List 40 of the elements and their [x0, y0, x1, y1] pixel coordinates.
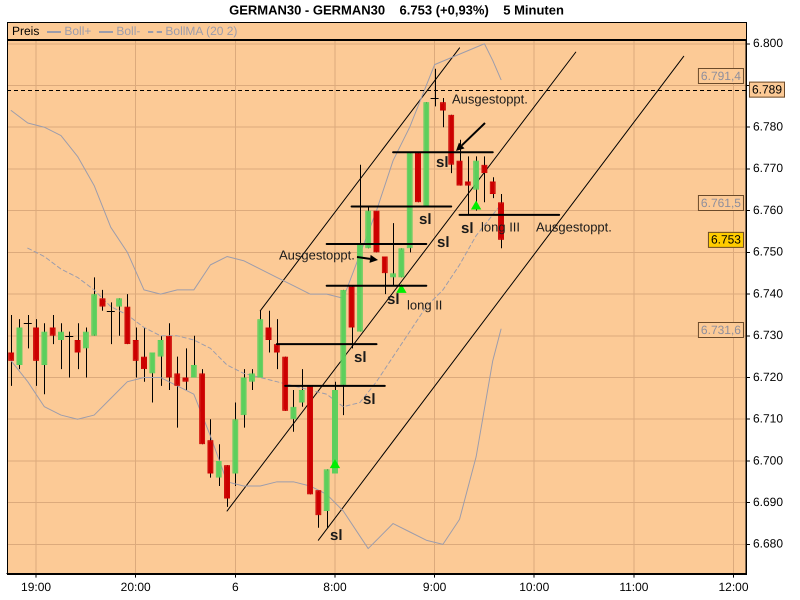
x-tick-label: 11:00: [619, 580, 649, 594]
annotation: sl: [461, 220, 474, 238]
annotation: sl: [436, 154, 449, 172]
text: Preis: [12, 24, 40, 38]
y-tick-label: 6.760: [752, 202, 784, 217]
x-tick-label: 20:00: [120, 580, 152, 594]
y-tick-label: 6.770: [752, 161, 784, 176]
x-tick-label: 9:00: [422, 580, 447, 594]
annotation: sl: [387, 291, 400, 308]
x-tick-label: 8:00: [323, 580, 347, 594]
y-tick-label: 6.740: [752, 286, 784, 300]
annotation: sl: [437, 234, 450, 252]
annotation: sl: [419, 211, 432, 228]
legend-label: Boll-: [116, 24, 140, 38]
annotation: 6.761,5: [700, 196, 742, 210]
y-tick-label: 6.780: [752, 120, 784, 134]
y-tick-label: 6.750: [752, 244, 784, 259]
y-tick-label: 6.700: [752, 453, 784, 468]
x-tick-label: 12:00: [718, 580, 749, 594]
y-tick-label: 6.710: [752, 412, 784, 426]
x-tick-label: 6: [232, 580, 239, 594]
annotation: 6.731,6: [700, 322, 742, 337]
annotation: sl: [330, 527, 343, 544]
annotation: long II: [407, 298, 442, 313]
legend-label: Boll+: [64, 24, 92, 38]
y-tick-label: 6.680: [752, 536, 784, 551]
ref-line-label: 6.789: [752, 82, 782, 96]
annotation: Ausgestoppt.: [452, 92, 528, 107]
y-tick-label: 6.800: [752, 36, 784, 50]
x-tick-label: 19:00: [21, 580, 52, 594]
y-tick-label: 6.720: [752, 370, 784, 384]
x-tick-label: 10:00: [519, 580, 550, 594]
annotation: sl: [363, 391, 376, 408]
y-tick-label: 6.730: [752, 328, 784, 342]
annotation: 6.753: [710, 232, 742, 247]
y-tick-label: 6.690: [752, 494, 784, 509]
legend-label: BollMA (20 2): [165, 24, 238, 38]
annotation: sl: [354, 349, 367, 366]
chart-title: GERMAN30 - GERMAN30 6.753 (+0,93%) 5 Minuten: [229, 2, 564, 18]
annotation: 6.791,4: [700, 68, 742, 83]
